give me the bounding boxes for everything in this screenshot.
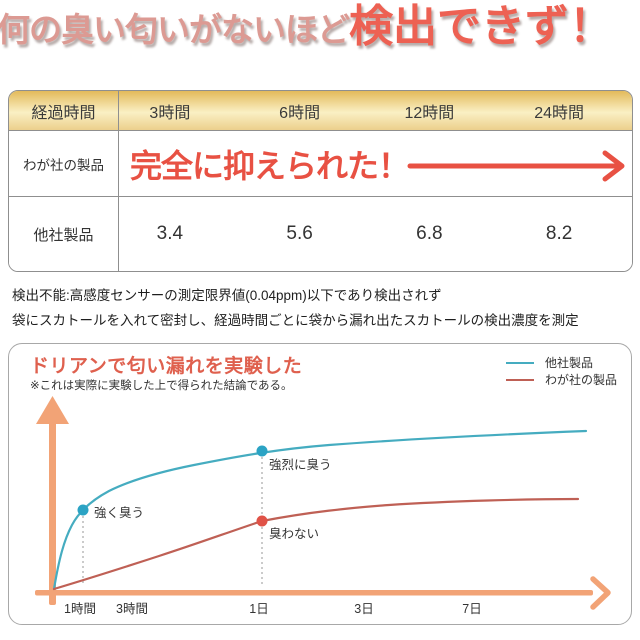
point-intense-smell bbox=[256, 445, 268, 457]
table-row-our-product: わが社の製品 完全に抑えられた！ bbox=[9, 131, 632, 197]
red-line-swatch-icon bbox=[506, 378, 534, 381]
header-elapsed-time: 経過時間 bbox=[9, 91, 119, 130]
header-time-24h: 24時間 bbox=[534, 104, 585, 122]
competitor-curve bbox=[52, 429, 588, 591]
header-time-12h: 12時間 bbox=[404, 104, 455, 122]
result-text: 完全に抑えられた！ bbox=[130, 147, 410, 184]
x-tick-3days: 3日 bbox=[354, 602, 374, 616]
header-time-3h: 3時間 bbox=[149, 104, 191, 122]
our-product-result: 完全に抑えられた！ bbox=[120, 131, 632, 196]
legend-item-competitor: 他社製品 bbox=[506, 354, 617, 371]
header-time-columns: 3時間 6時間 12時間 24時間 bbox=[105, 91, 624, 130]
footnotes: 検出不能:高感度センサーの測定限界値(0.04ppm)以下であり検出されず 袋に… bbox=[12, 284, 579, 334]
chart-title: ドリアンで匂い漏れを実験した bbox=[30, 356, 303, 377]
annotation-strong-smell: 強く臭う bbox=[94, 506, 145, 520]
x-tick-3hours: 3時間 bbox=[116, 602, 148, 616]
chart-legend: 他社製品 わが社の製品 bbox=[506, 354, 617, 388]
footnote-detection-limit: 検出不能:高感度センサーの測定限界値(0.04ppm)以下であり検出されず bbox=[12, 288, 442, 303]
page-title-light: 何の臭い匂いがないほど bbox=[0, 13, 350, 49]
point-strong-smell bbox=[77, 504, 89, 516]
legend-label-competitor: 他社製品 bbox=[545, 356, 594, 370]
line-chart-canvas bbox=[35, 396, 611, 610]
point-no-smell bbox=[256, 515, 268, 527]
annotation-intense-smell: 強烈に臭う bbox=[269, 458, 332, 472]
comparison-table: 経過時間 3時間 6時間 12時間 24時間 わが社の製品 完全に抑えられた！ … bbox=[8, 90, 633, 272]
table-row-competitor: 他社製品 3.4 5.6 6.8 8.2 bbox=[9, 197, 632, 271]
table-header-row: 経過時間 3時間 6時間 12時間 24時間 bbox=[9, 91, 632, 131]
x-tick-1day: 1日 bbox=[249, 602, 269, 616]
value-3h: 3.4 bbox=[156, 223, 184, 244]
x-tick-7days: 7日 bbox=[462, 602, 482, 616]
x-axis-arrowhead-icon bbox=[590, 576, 611, 610]
x-axis bbox=[35, 590, 593, 596]
teal-line-swatch-icon bbox=[506, 361, 534, 364]
y-axis-arrowhead-icon bbox=[36, 396, 69, 424]
x-tick-1hour: 1時間 bbox=[64, 602, 96, 616]
our-product-curve bbox=[52, 497, 580, 591]
competitor-values: 3.4 5.6 6.8 8.2 bbox=[105, 197, 624, 271]
experiment-chart-panel: ドリアンで匂い漏れを実験した ※これは実際に実験した上で得られた結論である。 他… bbox=[8, 343, 632, 625]
header-time-6h: 6時間 bbox=[279, 104, 321, 122]
page-title: 何の臭い匂いがないほど検出できず！ bbox=[0, 2, 613, 53]
annotation-no-smell: 臭わない bbox=[269, 527, 320, 541]
legend-label-our-product: わが社の製品 bbox=[545, 373, 618, 387]
our-product-label: わが社の製品 bbox=[9, 131, 119, 196]
red-arrow-icon bbox=[407, 150, 625, 182]
footnote-method: 袋にスカトールを入れて密封し、経過時間ごとに袋から漏れ出たスカトールの検出濃度を… bbox=[12, 312, 579, 328]
y-axis bbox=[49, 422, 56, 605]
competitor-label: 他社製品 bbox=[9, 197, 119, 271]
chart-subtitle: ※これは実際に実験した上で得られた結論である。 bbox=[30, 380, 293, 392]
value-24h: 8.2 bbox=[545, 223, 573, 244]
page-title-strong: 検出できず！ bbox=[349, 2, 613, 51]
legend-item-our-product: わが社の製品 bbox=[506, 371, 617, 388]
value-6h: 5.6 bbox=[286, 223, 313, 244]
value-12h: 6.8 bbox=[416, 223, 443, 244]
